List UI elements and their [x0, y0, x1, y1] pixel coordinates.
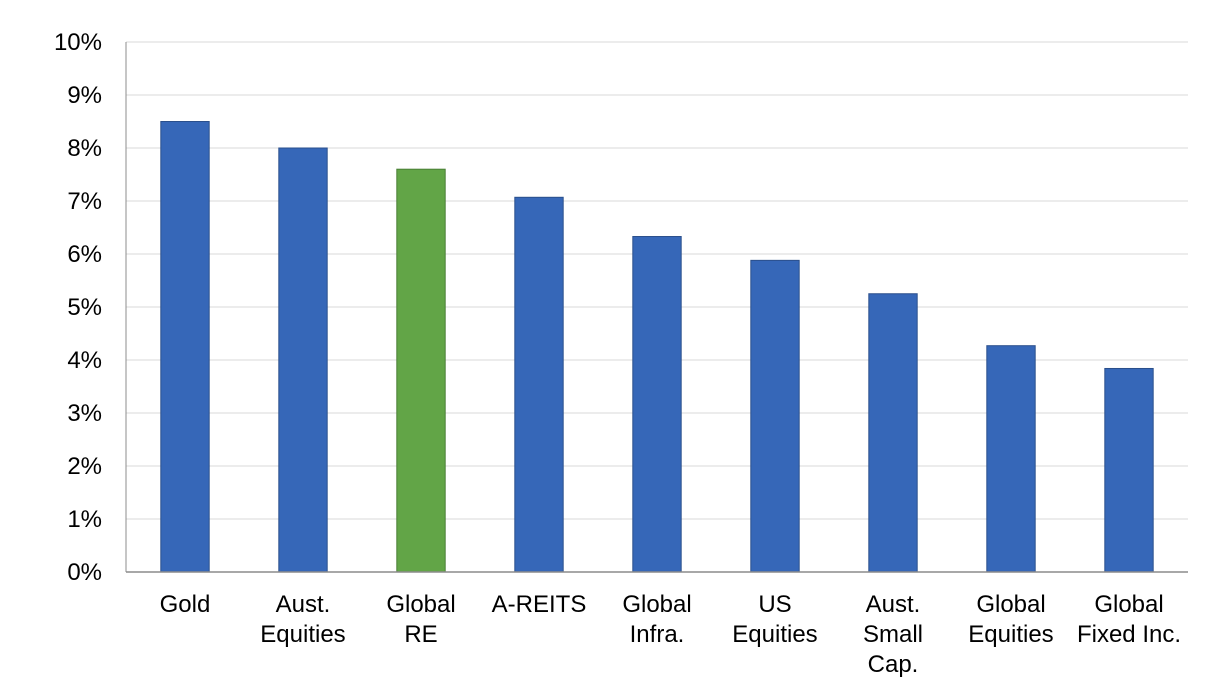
x-axis-category-labels: Gold Aust. Equities Global RE A-REITS Global In…: [160, 591, 1181, 678]
bar: [1104, 367, 1154, 573]
y-tick-label: 1%: [67, 506, 102, 533]
y-tick-label: 10%: [54, 29, 102, 56]
x-category-label: Aust. Small Cap.: [863, 591, 923, 678]
bar: [278, 147, 328, 573]
x-category-label: US Equities: [732, 591, 817, 648]
y-tick-label: 0%: [67, 559, 102, 586]
bars: [160, 121, 1154, 573]
x-category-label: Aust. Equities: [260, 591, 345, 648]
x-category-label: Global Fixed Inc.: [1077, 591, 1181, 648]
bar: [632, 236, 682, 573]
y-tick-label: 6%: [67, 241, 102, 268]
bar: [160, 121, 210, 573]
bar: [986, 345, 1036, 573]
bar: [750, 259, 800, 573]
x-category-label: Global Infra.: [622, 591, 691, 648]
y-tick-label: 7%: [67, 188, 102, 215]
y-tick-label: 5%: [67, 294, 102, 321]
y-tick-label: 3%: [67, 400, 102, 427]
x-category-label: Global RE: [386, 591, 455, 648]
y-axis-tick-labels: 0% 1% 2% 3% 4% 5% 6% 7% 8% 9% 10%: [54, 29, 102, 586]
x-category-label: Gold: [160, 591, 211, 618]
x-category-label: A-REITS: [492, 591, 587, 618]
bar: [514, 196, 564, 573]
y-tick-label: 2%: [67, 453, 102, 480]
y-tick-label: 9%: [67, 82, 102, 109]
x-category-label: Global Equities: [968, 591, 1053, 648]
bar: [396, 168, 446, 573]
y-tick-label: 8%: [67, 135, 102, 162]
bar: [868, 293, 918, 573]
axes: [125, 42, 1188, 573]
y-tick-label: 4%: [67, 347, 102, 374]
